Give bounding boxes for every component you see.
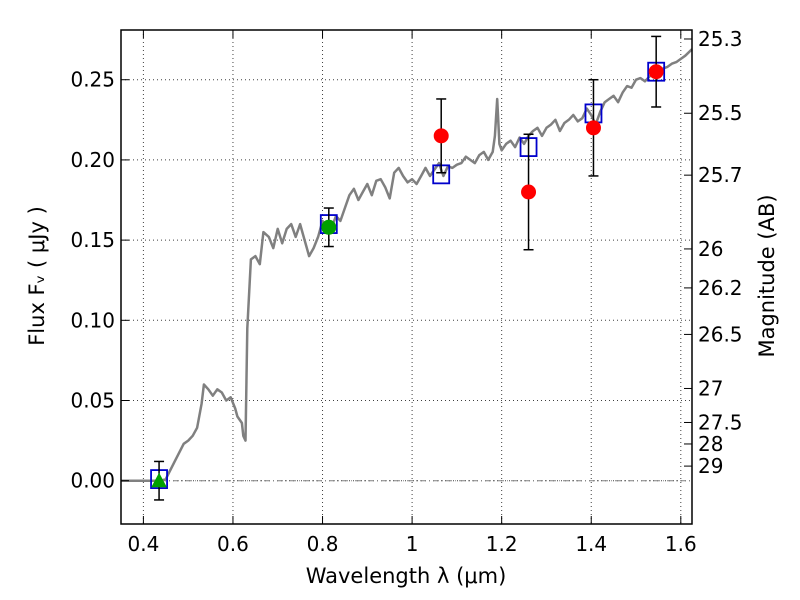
y2-tick-label: 25.5: [698, 101, 743, 125]
x-tick-label: 0.4: [127, 532, 159, 556]
y2-tick-label: 27.5: [698, 410, 743, 434]
x-tick-label: 0.8: [307, 532, 339, 556]
observed-point: [433, 128, 449, 144]
right-y-axis-title: Magnitude (AB): [755, 194, 779, 357]
y2-tick-label: 29: [698, 454, 723, 478]
x-tick-label: 1: [406, 532, 419, 556]
template-spectrum-layer: [121, 48, 693, 482]
y-tick-label: 0.10: [70, 308, 115, 332]
observed-point: [585, 120, 601, 136]
plot-frame: [120, 29, 693, 525]
y-axis-title: Flux Fᵥ ( μJy ): [25, 206, 49, 346]
x-axis-title: Wavelength λ (μm): [306, 564, 507, 588]
y2-tick-label: 27: [698, 376, 723, 400]
template-spectrum-line: [121, 48, 693, 482]
y-tick-label: 0.20: [70, 148, 115, 172]
observed-upper-limit-point: [151, 472, 167, 488]
y2-tick-label: 26: [698, 237, 723, 261]
y2-tick-label: 28: [698, 432, 723, 456]
y2-tick-label: 26.5: [698, 322, 743, 346]
x-tick-label: 1.4: [575, 532, 607, 556]
axis-ticks: [121, 30, 692, 524]
y-tick-label: 0.15: [70, 228, 115, 252]
y2-tick-label: 26.2: [698, 276, 743, 300]
observed-point: [648, 64, 664, 80]
y-tick-label: 0.00: [70, 469, 115, 493]
x-tick-label: 1.2: [486, 532, 518, 556]
y2-tick-label: 25.3: [698, 27, 743, 51]
y-tick-label: 0.25: [70, 68, 115, 92]
observed-point: [521, 184, 537, 200]
tick-labels: 0.4 0.6 0.8 1 1.2 1.4 1.6 0.00 0.05 0.10 0.15 0.20 0…: [70, 27, 742, 556]
x-tick-label: 0.6: [217, 532, 249, 556]
y2-tick-label: 25.7: [698, 163, 743, 187]
y-tick-label: 0.05: [70, 389, 115, 413]
observed-point: [321, 219, 337, 235]
observed-photometry-layer: [151, 35, 664, 501]
x-tick-label: 1.6: [665, 532, 697, 556]
grid-lines: [121, 30, 692, 524]
